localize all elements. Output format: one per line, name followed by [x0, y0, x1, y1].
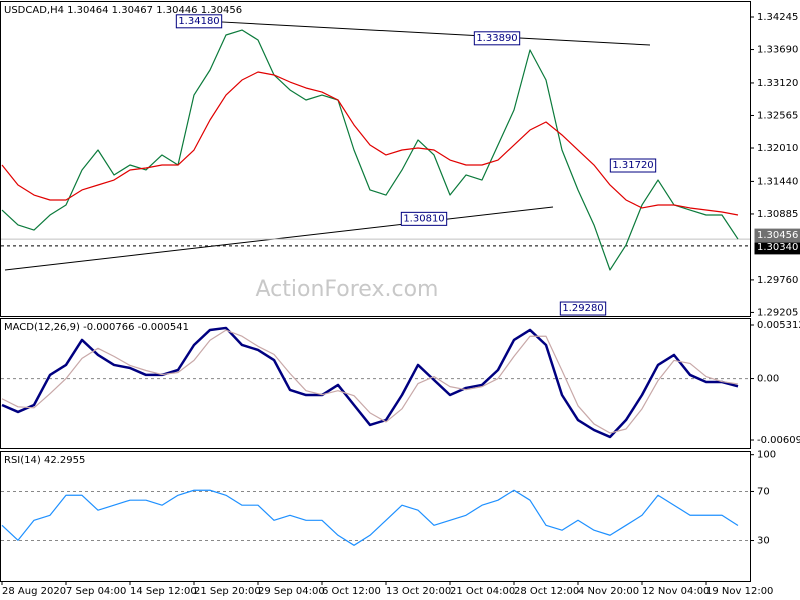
panel-frame: [0, 451, 751, 582]
x-tick-label: 29 Sep 04:00: [258, 586, 325, 597]
series-line: [1, 71, 739, 216]
label-box: [609, 158, 657, 173]
watermark: ActionForex.com: [256, 277, 439, 302]
y-tick-label: 1.34245: [757, 12, 798, 23]
series-line: [1, 329, 739, 434]
x-tick-label: 7 Sep 04:00: [66, 586, 126, 597]
annotation-label: 1.30810: [403, 213, 444, 224]
y-tick-label: 1.32010: [757, 143, 798, 154]
x-tick-label: 14 Sep 12:00: [130, 586, 197, 597]
y-tick-label: 1.29760: [757, 275, 798, 286]
panel-frame: [0, 318, 751, 449]
y-tick-label: 100: [757, 450, 776, 461]
label-box: [754, 228, 800, 243]
annotation-label: 1.31720: [612, 160, 653, 171]
annotation-label: 1.33890: [476, 33, 517, 44]
y-tick-label: 1.33690: [757, 45, 798, 56]
y-tick-label: 1.32565: [757, 110, 798, 121]
y-tick-label: 70: [757, 486, 770, 497]
x-tick-label: 28 Aug 2020: [2, 586, 66, 597]
y-tick-label: 30: [757, 536, 770, 547]
panel-title: MACD(12,26,9) -0.000766 -0.000541: [4, 322, 189, 333]
y-tick-label: -0.006092: [757, 435, 800, 446]
y-tick-label: 1.33120: [757, 78, 798, 89]
level-price-label: 1.30340: [757, 242, 798, 253]
panel-title: RSI(14) 42.2955: [4, 455, 85, 466]
x-tick-label: 19 Nov 12:00: [706, 586, 773, 597]
annotation-label: 1.29280: [562, 303, 603, 314]
x-tick-label: 21 Oct 04:00: [450, 586, 515, 597]
x-tick-label: 21 Sep 20:00: [194, 586, 261, 597]
series-line: [1, 489, 739, 546]
x-tick-label: 28 Oct 12:00: [514, 586, 579, 597]
series-line: [1, 29, 739, 271]
label-box: [175, 14, 223, 29]
y-tick-label: 1.30885: [757, 209, 798, 220]
x-tick-label: 6 Oct 12:00: [322, 586, 381, 597]
y-tick-label: 1.29205: [757, 307, 798, 318]
x-tick-label: 4 Nov 20:00: [578, 586, 639, 597]
last-price-label: 1.30456: [757, 230, 798, 241]
annotation-label: 1.34180: [178, 16, 219, 27]
y-tick-label: 0.005312: [757, 320, 800, 331]
panel-title: USDCAD,H4 1.30464 1.30467 1.30446 1.3045…: [4, 5, 242, 16]
label-box: [559, 301, 607, 316]
label-box: [473, 31, 521, 46]
y-tick-label: 0.00: [757, 374, 779, 385]
label-box: [400, 211, 448, 226]
x-tick-label: 12 Nov 04:00: [642, 586, 709, 597]
x-tick-label: 13 Oct 20:00: [386, 586, 451, 597]
panel-frame: [0, 1, 751, 317]
y-tick-label: 1.31440: [757, 176, 798, 187]
trendline: [199, 20, 651, 46]
trendline: [4, 206, 554, 271]
